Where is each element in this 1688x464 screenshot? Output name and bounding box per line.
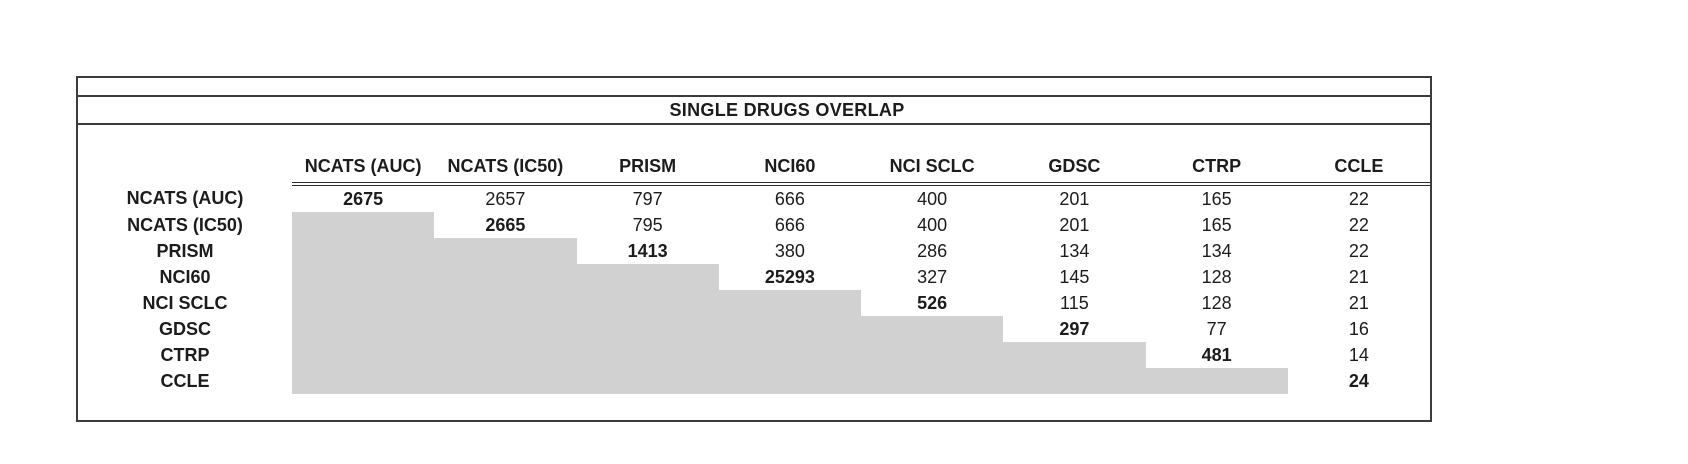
cell-gdsc-x-ccle: 16 [1348, 318, 1369, 339]
cell-ncats-ic50-x-ncats-auc [292, 212, 435, 238]
cell-ccle-x-nci-sclc [861, 368, 1004, 394]
row-header-ctrp: CTRP [160, 344, 210, 365]
cell-nci60-x-nci60: 25293 [764, 266, 815, 287]
cell-prism-x-ctrp: 134 [1201, 240, 1232, 261]
cell-ncats-ic50-x-prism: 795 [632, 214, 663, 235]
cell-gdsc-x-nci60 [718, 316, 861, 342]
cell-ncats-ic50-x-ccle: 22 [1348, 214, 1369, 235]
cell-prism-x-prism: 1413 [627, 240, 668, 261]
cell-prism-x-nci60: 380 [774, 240, 805, 261]
table-row-ctrp: CTRP 481 14 [78, 342, 1430, 368]
row-header-ncats-auc: NCATS (AUC) [126, 187, 244, 208]
table-row-ncats-ic50: NCATS (IC50) 2665 795 666 400 201 165 22 [78, 212, 1430, 238]
cell-ctrp-x-ctrp: 481 [1201, 344, 1232, 365]
cell-ccle-x-ctrp [1145, 368, 1288, 394]
col-header-nci60: NCI60 [718, 141, 861, 186]
cell-prism-x-ccle: 22 [1348, 240, 1369, 261]
cell-ncats-auc-x-nci60: 666 [774, 188, 805, 209]
row-header-prism: PRISM [156, 240, 214, 261]
table-row-prism: PRISM 1413 380 286 134 134 22 [78, 238, 1430, 264]
row-header-ncats-ic50: NCATS (IC50) [127, 214, 243, 235]
col-header-ccle: CCLE [1287, 141, 1430, 186]
cell-ncats-auc-x-ctrp: 165 [1201, 188, 1232, 209]
cell-ncats-ic50-x-nci-sclc: 400 [917, 214, 948, 235]
cell-nci60-x-ctrp: 128 [1201, 266, 1232, 287]
top-spacer-row [78, 78, 1430, 97]
cell-nci-sclc-x-ctrp: 128 [1201, 292, 1232, 313]
cell-ccle-x-prism [576, 368, 719, 394]
cell-ccle-x-ncats-ic50 [434, 368, 577, 394]
cell-nci60-x-nci-sclc: 327 [917, 266, 948, 287]
cell-prism-x-nci-sclc: 286 [917, 240, 948, 261]
single-drugs-overlap-panel: SINGLE DRUGS OVERLAP NCATS (AUC) NCATS (I… [76, 76, 1432, 422]
cell-nci-sclc-x-prism [576, 290, 719, 316]
cell-prism-x-gdsc: 134 [1059, 240, 1090, 261]
cell-nci60-x-ncats-ic50 [434, 264, 577, 290]
cell-ccle-x-gdsc [1003, 368, 1146, 394]
cell-nci-sclc-x-ncats-ic50 [434, 290, 577, 316]
col-header-ncats-auc: NCATS (AUC) [292, 141, 435, 186]
table-title: SINGLE DRUGS OVERLAP [78, 97, 1430, 125]
cell-nci60-x-prism [576, 264, 719, 290]
cell-ccle-x-ncats-auc [292, 368, 435, 394]
cell-ctrp-x-ncats-ic50 [434, 342, 577, 368]
cell-ncats-auc-x-ncats-ic50: 2657 [485, 188, 526, 209]
cell-gdsc-x-ncats-ic50 [434, 316, 577, 342]
cell-prism-x-ncats-auc [292, 238, 435, 264]
table-row-gdsc: GDSC 297 77 16 [78, 316, 1430, 342]
cell-gdsc-x-nci-sclc [861, 316, 1004, 342]
col-header-gdsc: GDSC [1003, 141, 1146, 186]
table-row-ncats-auc: NCATS (AUC) 2675 2657 797 666 400 201 165 22 [78, 184, 1430, 212]
cell-ccle-x-ccle: 24 [1348, 370, 1369, 391]
cell-ncats-auc-x-gdsc: 201 [1059, 188, 1090, 209]
cell-ctrp-x-ccle: 14 [1348, 344, 1369, 365]
column-header-row: NCATS (AUC) NCATS (IC50) PRISM NCI60 NCI SCL… [78, 141, 1430, 186]
cell-gdsc-x-ncats-auc [292, 316, 435, 342]
cell-nci-sclc-x-ncats-auc [292, 290, 435, 316]
cell-ncats-ic50-x-nci60: 666 [774, 214, 805, 235]
cell-ncats-auc-x-ncats-auc: 2675 [343, 188, 384, 209]
cell-ncats-ic50-x-gdsc: 201 [1059, 214, 1090, 235]
cell-ncats-auc-x-prism: 797 [632, 188, 663, 209]
col-header-prism: PRISM [576, 141, 719, 186]
cell-ctrp-x-ncats-auc [292, 342, 435, 368]
table-row-ccle: CCLE 24 [78, 368, 1430, 394]
col-header-nci-sclc: NCI SCLC [861, 141, 1004, 186]
cell-nci-sclc-x-nci-sclc: 526 [917, 292, 948, 313]
col-header-ctrp: CTRP [1145, 141, 1288, 186]
cell-nci-sclc-x-nci60 [718, 290, 861, 316]
cell-gdsc-x-ctrp: 77 [1206, 318, 1227, 339]
cell-ncats-auc-x-ccle: 22 [1348, 188, 1369, 209]
table-row-nci60: NCI60 25293 327 145 128 21 [78, 264, 1430, 290]
cell-nci60-x-gdsc: 145 [1059, 266, 1090, 287]
cell-nci-sclc-x-gdsc: 115 [1060, 292, 1089, 313]
cell-ctrp-x-nci-sclc [861, 342, 1004, 368]
cell-nci60-x-ccle: 21 [1348, 266, 1369, 287]
row-header-gdsc: GDSC [158, 318, 211, 339]
cell-ncats-ic50-x-ncats-ic50: 2665 [485, 214, 526, 235]
cell-ctrp-x-gdsc [1003, 342, 1146, 368]
cell-prism-x-ncats-ic50 [434, 238, 577, 264]
cell-ctrp-x-prism [576, 342, 719, 368]
cell-gdsc-x-prism [576, 316, 719, 342]
corner-cell [78, 141, 292, 184]
row-header-nci-sclc: NCI SCLC [142, 292, 228, 313]
cell-gdsc-x-gdsc: 297 [1059, 318, 1090, 339]
table-row-nci-sclc: NCI SCLC 526 115 128 21 [78, 290, 1430, 316]
overlap-matrix-table: NCATS (AUC) NCATS (IC50) PRISM NCI60 NCI SCL… [78, 141, 1430, 394]
cell-ctrp-x-nci60 [718, 342, 861, 368]
cell-ncats-ic50-x-ctrp: 165 [1201, 214, 1232, 235]
col-header-ncats-ic50: NCATS (IC50) [434, 141, 577, 186]
cell-nci-sclc-x-ccle: 21 [1348, 292, 1369, 313]
cell-ccle-x-nci60 [718, 368, 861, 394]
cell-ncats-auc-x-nci-sclc: 400 [917, 188, 948, 209]
row-header-nci60: NCI60 [159, 266, 211, 287]
cell-nci60-x-ncats-auc [292, 264, 435, 290]
row-header-ccle: CCLE [160, 370, 210, 391]
